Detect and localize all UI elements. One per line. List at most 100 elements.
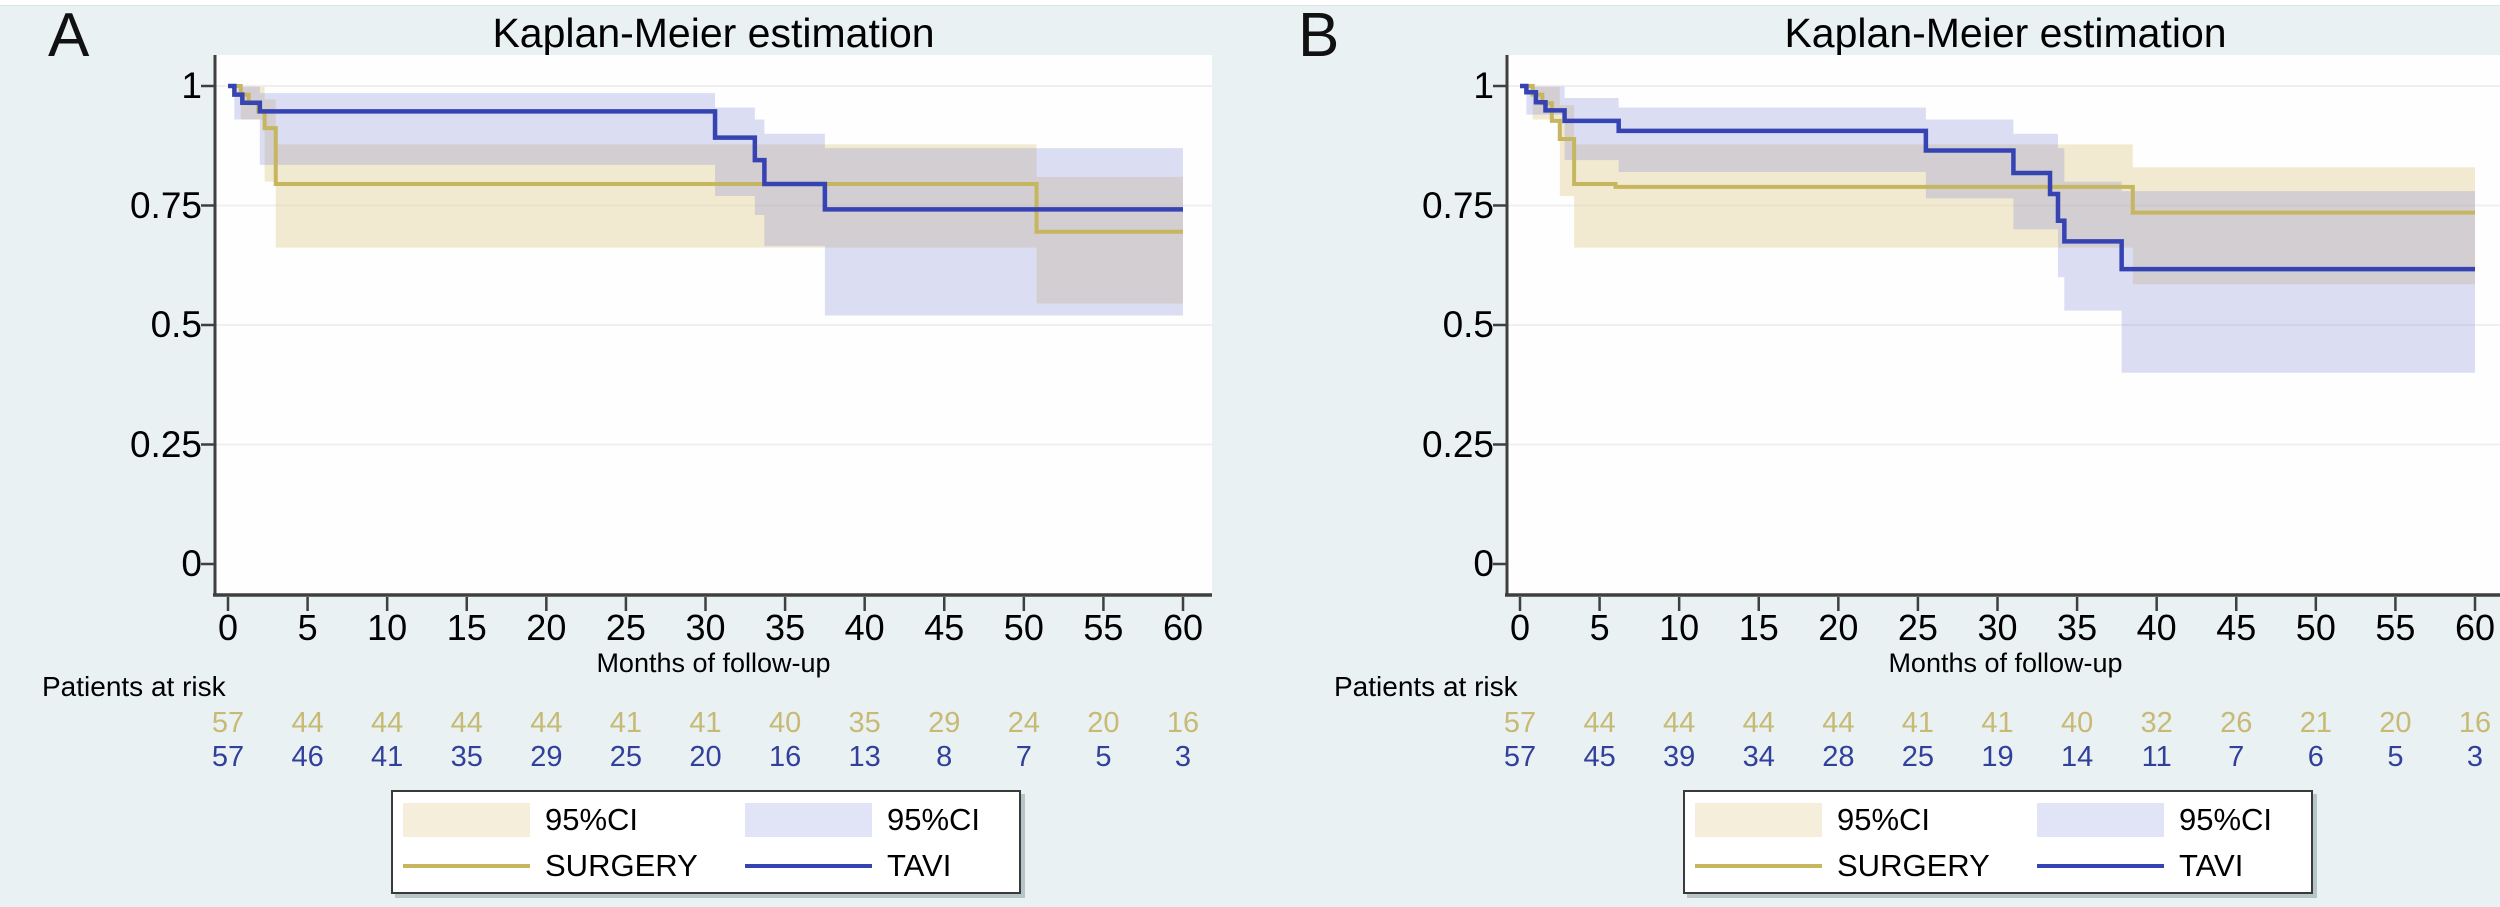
tavi-line-swatch <box>2037 864 2164 868</box>
risk-count-tavi: 13 <box>848 741 881 773</box>
risk-count-tavi: 41 <box>371 741 404 773</box>
tavi-ci-swatch <box>2037 803 2164 837</box>
x-tick-label: 50 <box>2295 607 2336 648</box>
y-tick-label: 0.25 <box>1421 423 1494 465</box>
x-tick-label: 40 <box>844 607 885 648</box>
risk-count-tavi: 7 <box>1015 741 1032 773</box>
surgery-ci-swatch <box>403 803 530 837</box>
risk-count-surgery: 20 <box>2379 707 2412 739</box>
surgery-ci-legend-label: 95%CI <box>545 802 639 837</box>
risk-count-tavi: 3 <box>2466 741 2484 773</box>
tavi-ci-swatch <box>745 803 872 837</box>
panel-b-chart-title: Kaplan-Meier estimation <box>1784 10 2227 56</box>
surgery-ci-swatch <box>1695 803 1822 837</box>
risk-count-tavi: 7 <box>2228 741 2245 773</box>
risk-count-surgery: 16 <box>2458 707 2492 739</box>
risk-count-surgery: 32 <box>2140 707 2173 739</box>
x-tick-label: 20 <box>526 607 567 648</box>
risk-count-surgery: 35 <box>848 707 881 739</box>
risk-count-surgery: 40 <box>2060 707 2094 739</box>
risk-count-surgery: 40 <box>768 707 802 739</box>
risk-count-tavi: 57 <box>1503 741 1537 773</box>
x-tick-label: 5 <box>297 607 318 648</box>
risk-count-tavi: 34 <box>1742 741 1775 773</box>
surgery-legend-label: SURGERY <box>545 848 698 883</box>
panel-a-letter: A <box>48 1 90 70</box>
risk-count-surgery: 41 <box>1901 707 1935 739</box>
panel-b-x-axis-caption: Months of follow-up <box>1888 648 2123 678</box>
surgery-line-swatch <box>403 864 530 868</box>
risk-count-tavi: 35 <box>450 741 483 773</box>
risk-count-tavi: 20 <box>689 741 722 773</box>
x-tick-label: 10 <box>1659 607 1700 648</box>
risk-count-surgery: 57 <box>211 707 245 739</box>
x-tick-label: 30 <box>685 607 726 648</box>
tavi-line-swatch <box>745 864 872 868</box>
risk-count-surgery: 44 <box>1742 707 1775 739</box>
risk-count-tavi: 6 <box>2307 741 2324 773</box>
x-tick-label: 25 <box>605 607 646 648</box>
risk-count-surgery: 29 <box>928 707 961 739</box>
panel-a: A Kaplan-Meier estimation 0 0.25 0.5 0.75 1 … <box>42 1 1212 894</box>
x-tick-label: 10 <box>367 607 408 648</box>
risk-count-tavi: 25 <box>1901 741 1935 773</box>
risk-count-surgery: 44 <box>530 707 563 739</box>
tavi-ci-legend-label: 95%CI <box>887 802 981 837</box>
x-tick-label: 0 <box>1509 607 1531 648</box>
risk-count-tavi: 5 <box>2387 741 2404 773</box>
x-tick-label: 30 <box>1977 607 2018 648</box>
y-tick-label: 0.5 <box>1442 304 1494 345</box>
y-tick-label: 0 <box>1473 543 1494 584</box>
tavi-legend-label: TAVI <box>2179 848 2244 883</box>
risk-count-surgery: 44 <box>1583 707 1616 739</box>
y-tick-label: 0.75 <box>1421 184 1494 226</box>
panel-a-patients-at-risk-label: Patients at risk <box>42 671 226 702</box>
risk-count-tavi: 45 <box>1583 741 1616 773</box>
y-tick-label: 0.25 <box>129 423 202 465</box>
y-tick-label: 1 <box>181 65 202 106</box>
risk-count-tavi: 46 <box>291 741 324 773</box>
x-tick-label: 5 <box>1589 607 1610 648</box>
panel-a-legend: 95%CI 95%CI SURGERY TAVI <box>391 790 1021 894</box>
panel-b-letter: B <box>1298 1 1340 70</box>
panel-b: B Kaplan-Meier estimation 0 0.25 0.5 0.75 1 … <box>1292 0 2500 907</box>
x-tick-label: 55 <box>2375 607 2416 648</box>
risk-count-surgery: 20 <box>1087 707 1120 739</box>
panel-a-chart-title: Kaplan-Meier estimation <box>492 10 935 56</box>
x-tick-label: 0 <box>217 607 239 648</box>
x-tick-label: 15 <box>446 607 487 648</box>
surgery-legend-label: SURGERY <box>1837 848 1990 883</box>
risk-count-surgery: 26 <box>2220 707 2253 739</box>
tavi-ci-legend-label: 95%CI <box>2179 802 2273 837</box>
x-tick-label: 60 <box>1162 607 1204 648</box>
panel-a-km-plot <box>201 55 1212 611</box>
x-tick-label: 20 <box>1818 607 1859 648</box>
risk-count-tavi: 8 <box>936 741 953 773</box>
risk-count-surgery: 24 <box>1007 707 1040 739</box>
risk-count-tavi: 16 <box>768 741 802 773</box>
risk-count-surgery: 41 <box>609 707 643 739</box>
x-tick-label: 15 <box>1738 607 1779 648</box>
panel-b-legend: 95%CI 95%CI SURGERY TAVI <box>1683 790 2313 894</box>
risk-count-tavi: 11 <box>2141 741 2172 773</box>
panel-b-km-plot <box>1493 55 2500 611</box>
risk-count-surgery: 44 <box>450 707 483 739</box>
risk-count-surgery: 16 <box>1166 707 1200 739</box>
risk-count-tavi: 28 <box>1822 741 1855 773</box>
risk-count-surgery: 41 <box>689 707 722 739</box>
risk-count-surgery: 21 <box>2299 707 2332 739</box>
tavi-legend-label: TAVI <box>887 848 952 883</box>
risk-count-tavi: 39 <box>1663 741 1696 773</box>
surgery-ci-legend-label: 95%CI <box>1837 802 1931 837</box>
x-tick-label: 60 <box>2454 607 2496 648</box>
x-tick-label: 35 <box>2057 607 2098 648</box>
y-tick-label: 0 <box>181 543 202 584</box>
risk-count-tavi: 14 <box>2060 741 2094 773</box>
risk-count-surgery: 44 <box>1822 707 1855 739</box>
y-tick-label: 1 <box>1473 65 1494 106</box>
risk-count-tavi: 5 <box>1095 741 1112 773</box>
x-tick-label: 50 <box>1003 607 1044 648</box>
panel-a-x-axis-caption: Months of follow-up <box>596 648 831 678</box>
risk-count-surgery: 44 <box>1663 707 1696 739</box>
